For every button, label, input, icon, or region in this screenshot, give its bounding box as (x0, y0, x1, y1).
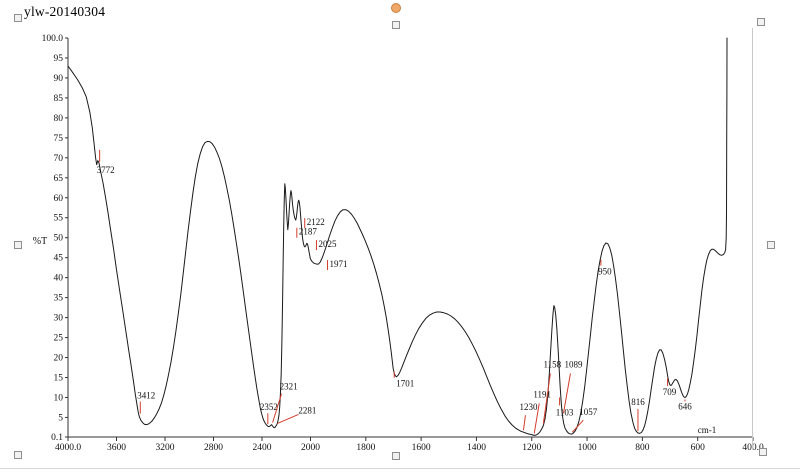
x-tick-label-600: 600 (691, 443, 706, 453)
peak-label-1191: 1191 (533, 389, 551, 399)
chart-title: ylw-20140304 (24, 4, 106, 19)
peak-label-646: 646 (678, 401, 692, 411)
selection-handle-middle-right[interactable] (767, 241, 775, 249)
selection-handle-top-center[interactable] (392, 21, 400, 29)
y-axis-ticks: 100.0 95 90 85 80 75 70 65 60 55 50 45 40 35 30 25 20 15 1… (33, 34, 68, 443)
y-tick-label-15: 15 (54, 373, 64, 383)
y-tick-label-50: 50 (54, 234, 64, 244)
selection-handle-bottom-left[interactable] (14, 451, 22, 459)
y-tick-label-5: 5 (58, 413, 63, 423)
peak-marker-2281 (277, 413, 299, 424)
y-tick-label-55: 55 (54, 214, 64, 224)
x-tick-label-2400: 2400 (253, 443, 272, 453)
peak-label-1089: 1089 (564, 359, 583, 369)
y-tick-label-100.0: 100.0 (42, 34, 64, 44)
peak-label-950: 950 (598, 267, 612, 277)
peak-label-2321: 2321 (280, 382, 298, 392)
peak-marker-1057 (571, 419, 584, 433)
x-tick-label-3600: 3600 (107, 443, 126, 453)
peak-label-2122: 2122 (307, 217, 325, 227)
peak-label-1971: 1971 (330, 259, 348, 269)
peak-marker-1158 (542, 373, 551, 424)
y-tick-label-35: 35 (54, 294, 64, 304)
y-tick-label-85: 85 (54, 94, 64, 104)
y-axis-title: %T (33, 236, 47, 247)
x-tick-label-1400: 1400 (467, 443, 486, 453)
selection-handle-top-left[interactable] (14, 14, 22, 22)
peak-marker-2321 (272, 393, 283, 423)
peak-label-3412: 3412 (137, 391, 155, 401)
peak-label-1103: 1103 (556, 407, 574, 417)
y-tick-label-10: 10 (54, 393, 64, 403)
selection-handle-bottom-center[interactable] (392, 452, 400, 460)
peak-label-1230: 1230 (519, 402, 538, 412)
y-tick-label-75: 75 (54, 134, 64, 144)
peak-label-1701: 1701 (396, 379, 414, 389)
peak-label-2281: 2281 (298, 405, 316, 415)
x-tick-label-400.0: 400.0 (742, 443, 764, 453)
y-tick-label-25: 25 (54, 334, 64, 344)
y-tick-label-40: 40 (54, 274, 64, 284)
y-tick-label-80: 80 (54, 114, 64, 124)
peak-label-816: 816 (631, 397, 645, 407)
x-tick-label-2000: 2000 (301, 443, 320, 453)
peak-label-2352: 2352 (260, 402, 278, 412)
peak-marker-1230 (522, 415, 526, 431)
x-tick-label-4000.0: 4000.0 (55, 443, 81, 453)
peak-label-2187: 2187 (299, 227, 318, 237)
x-tick-label-3200: 3200 (156, 443, 175, 453)
x-tick-label-800: 800 (635, 443, 650, 453)
x-axis-ticks: 4000.0 3600 3200 2800 2400 2000 1800 1600 1400 12… (55, 425, 764, 453)
x-axis-title: cm-1 (698, 425, 717, 435)
y-tick-label-65: 65 (54, 174, 64, 184)
x-tick-label-1800: 1800 (356, 443, 375, 453)
x-tick-label-1000: 1000 (578, 443, 597, 453)
y-tick-label-60: 60 (54, 194, 64, 204)
axes (67, 38, 753, 438)
peak-label-1057: 1057 (579, 407, 598, 417)
x-tick-label-2800: 2800 (204, 443, 223, 453)
y-tick-label-90: 90 (54, 74, 64, 84)
peak-marker-1191 (533, 403, 540, 434)
spectrum-curve (67, 37, 728, 436)
selection-handle-middle-left[interactable] (14, 241, 22, 249)
y-tick-label-0.1: 0.1 (51, 433, 63, 443)
rotate-handle[interactable] (391, 3, 401, 13)
peak-label-709: 709 (663, 387, 677, 397)
y-tick-label-70: 70 (54, 154, 64, 164)
y-tick-label-20: 20 (54, 354, 64, 364)
y-tick-label-45: 45 (54, 254, 64, 264)
peak-label-3772: 3772 (97, 165, 115, 175)
y-tick-label-30: 30 (54, 314, 64, 324)
window-bottom-edge (0, 468, 800, 469)
x-tick-label-1200: 1200 (522, 443, 541, 453)
peak-label-1158: 1158 (544, 359, 562, 369)
x-tick-label-1600: 1600 (412, 443, 431, 453)
y-tick-label-95: 95 (54, 54, 64, 64)
selection-handle-bottom-right[interactable] (759, 448, 767, 456)
peak-marker-1089 (562, 373, 571, 414)
peak-label-2025: 2025 (318, 239, 337, 249)
selection-handle-top-right[interactable] (757, 18, 765, 26)
plot-right-border (752, 28, 753, 450)
